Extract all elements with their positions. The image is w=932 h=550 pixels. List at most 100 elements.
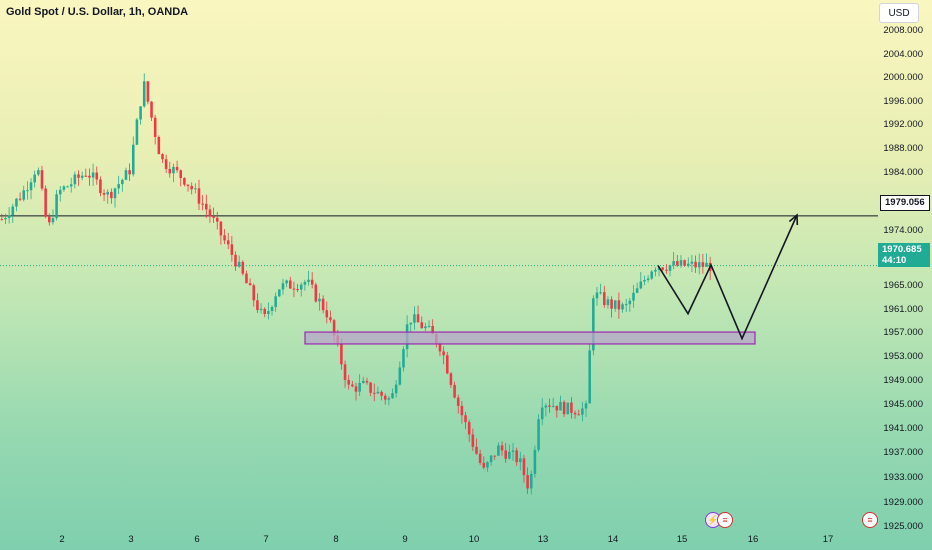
candle-body	[190, 185, 193, 190]
candle-body	[26, 190, 29, 192]
price-axis-label: 1988.000	[883, 143, 923, 154]
candle-body	[533, 449, 537, 474]
time-axis-label: 13	[538, 534, 549, 545]
us-flag-event-icon-right[interactable]: ≡	[862, 512, 878, 528]
candle-body	[354, 386, 358, 392]
candle-body	[697, 262, 701, 268]
candle-body	[226, 240, 230, 245]
time-axis-label: 16	[748, 534, 759, 545]
candle-body	[438, 344, 442, 352]
candle-body	[157, 136, 161, 155]
candle-body	[453, 384, 456, 398]
candle-body	[7, 215, 11, 218]
candle-body	[497, 445, 500, 456]
candle-body	[672, 261, 675, 266]
candle-body	[18, 198, 22, 200]
candle-body	[208, 209, 212, 217]
candle-body	[150, 101, 153, 118]
candle-body	[489, 455, 493, 463]
price-axis-label: 2000.000	[883, 72, 923, 83]
candle-body	[15, 198, 18, 207]
candle-body	[544, 405, 548, 408]
candle-body	[278, 289, 281, 297]
candle-body	[643, 279, 646, 282]
projection-arrow-head	[788, 213, 799, 226]
candle-body	[387, 398, 391, 400]
candle-body	[383, 395, 387, 400]
candle-body	[310, 279, 314, 285]
candle-body	[296, 289, 299, 291]
candle-body	[241, 261, 245, 274]
candle-body	[372, 392, 376, 394]
candle-body	[705, 262, 708, 267]
candle-body	[139, 106, 142, 120]
candle-body	[493, 455, 497, 457]
candle-body	[657, 267, 661, 270]
time-axis-label: 9	[402, 534, 407, 545]
candle-body	[99, 179, 102, 194]
candle-body	[91, 172, 95, 178]
candle-body	[431, 325, 434, 335]
candle-body	[654, 269, 657, 272]
price-axis-label: 1974.000	[883, 225, 923, 236]
candle-body	[161, 154, 164, 160]
price-axis-label: 1961.000	[883, 304, 923, 315]
price-axis-label: 1929.000	[883, 497, 923, 508]
candle-body	[650, 271, 654, 279]
demand-zone	[304, 331, 756, 345]
candle-body	[102, 193, 106, 195]
candle-body	[194, 188, 197, 190]
candle-body	[522, 458, 526, 476]
price-axis-label: 1941.000	[883, 423, 923, 434]
candle-body	[420, 322, 424, 329]
candle-body	[343, 364, 347, 380]
candle-body	[73, 174, 77, 185]
candle-body	[230, 244, 234, 255]
candle-body	[613, 300, 617, 309]
price-axis-label: 1984.000	[883, 167, 923, 178]
candle-body	[632, 292, 635, 301]
candle-body	[376, 391, 380, 394]
currency-selector[interactable]: USD	[879, 3, 919, 23]
candle-body	[635, 288, 639, 293]
candle-body	[237, 261, 241, 267]
candle-body	[88, 175, 91, 178]
candle-body	[537, 419, 540, 450]
candle-body	[77, 174, 80, 178]
candle-body	[358, 382, 361, 392]
candle-body	[340, 343, 343, 365]
candle-body	[113, 188, 117, 199]
bar-countdown: 44:10	[882, 255, 907, 266]
candle-body	[668, 265, 672, 271]
time-axis-label: 8	[333, 534, 338, 545]
candle-body	[679, 260, 683, 266]
candle-body	[686, 263, 690, 266]
candle-body	[599, 292, 602, 294]
candle-body	[153, 117, 157, 137]
chart-title: Gold Spot / U.S. Dollar, 1h, OANDA	[6, 6, 189, 18]
candle-body	[628, 300, 632, 305]
candle-body	[690, 261, 694, 264]
candle-body	[281, 283, 285, 290]
candle-body	[146, 81, 150, 102]
time-axis-label: 6	[194, 534, 199, 545]
candle-body	[51, 218, 55, 223]
candle-body	[460, 405, 464, 416]
candle-body	[581, 408, 584, 415]
candle-body	[665, 269, 668, 271]
candle-body	[701, 262, 705, 267]
candle-body	[11, 206, 15, 216]
price-axis-label: 1945.000	[883, 399, 923, 410]
candle-body	[511, 450, 515, 452]
candle-body	[621, 304, 624, 310]
candle-body	[508, 451, 511, 459]
candle-body	[394, 384, 398, 394]
candle-body	[58, 189, 62, 195]
price-axis-label: 1953.000	[883, 351, 923, 362]
resistance-price-tag: 1979.056	[880, 195, 930, 211]
us-flag-event-icon[interactable]: ≡	[717, 512, 733, 528]
candle-body	[270, 306, 274, 311]
candle-body	[592, 298, 595, 351]
